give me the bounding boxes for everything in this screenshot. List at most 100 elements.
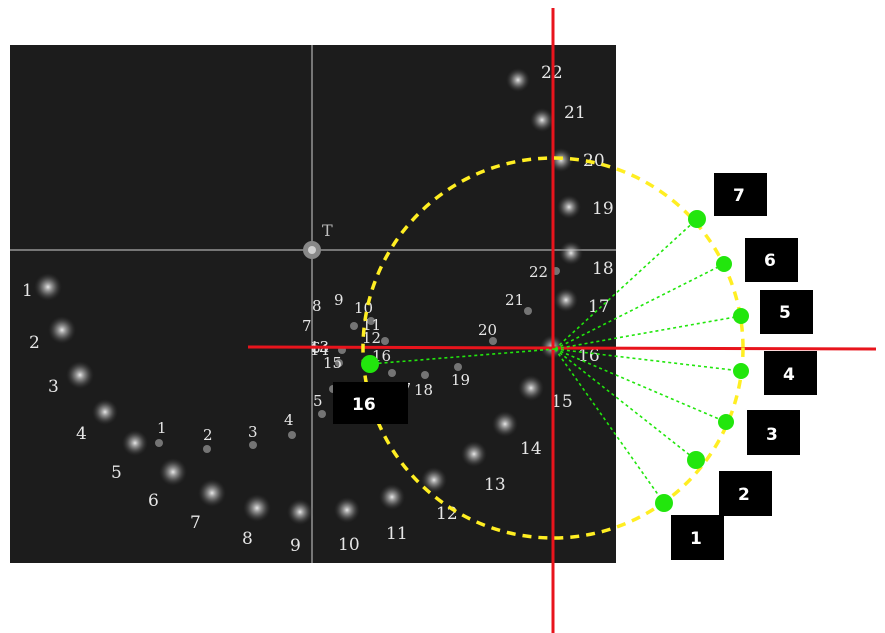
left-spiral-label: 2	[29, 333, 40, 353]
spot	[122, 430, 148, 456]
point-label-box: 2	[719, 471, 772, 516]
spot	[549, 148, 573, 172]
left-spiral-label: 8	[242, 529, 253, 549]
left-spiral-label: 11	[386, 524, 408, 544]
small-spot	[524, 307, 532, 315]
spot	[421, 467, 447, 493]
point-label: 1	[690, 529, 702, 549]
point-label: 2	[738, 485, 750, 505]
small-spot	[249, 441, 257, 449]
inner-spiral-label: 1	[157, 419, 167, 437]
small-spot	[288, 431, 296, 439]
left-spiral-label: 1	[22, 281, 33, 301]
spot	[92, 399, 118, 425]
point-label-box: 3	[747, 410, 800, 455]
spot	[243, 494, 271, 522]
left-spiral-label: 4	[76, 424, 87, 444]
left-spiral-label: 10	[338, 535, 360, 555]
small-spot	[489, 337, 497, 345]
left-spiral-label: 12	[436, 504, 458, 524]
left-spiral-label: 15	[551, 392, 573, 412]
left-spiral-label: 17	[588, 297, 610, 317]
inner-spiral-label: 12	[362, 329, 381, 347]
spot	[66, 361, 94, 389]
point-label: 4	[783, 365, 795, 385]
small-spot	[388, 369, 396, 377]
spoke-line	[369, 348, 556, 365]
left-spiral-label: 19	[592, 199, 614, 219]
point-7	[688, 210, 706, 228]
target-label: T	[322, 221, 333, 240]
point-5	[733, 308, 749, 324]
point-1	[655, 494, 673, 512]
spot	[530, 108, 554, 132]
left-spiral-label: 7	[190, 513, 201, 533]
inner-spiral-label: 14	[310, 341, 329, 359]
inner-spiral-label: 21	[505, 291, 524, 309]
left-spiral-label: 5	[111, 463, 122, 483]
spot	[34, 273, 62, 301]
spot	[48, 316, 76, 344]
inner-spiral-label: 11	[362, 316, 381, 334]
inner-spiral-label: 2	[203, 426, 213, 444]
spoke-line	[554, 348, 742, 372]
inner-spiral-label: 18	[414, 381, 433, 399]
inner-spiral-label: 5	[313, 392, 323, 410]
point-label: 7	[733, 186, 745, 206]
point-label-box: 5	[760, 290, 813, 334]
small-spot	[421, 371, 429, 379]
spot	[559, 241, 583, 265]
spot	[506, 68, 530, 92]
inner-spiral-label: 19	[451, 371, 470, 389]
center-label-box: 16	[333, 382, 408, 424]
measurement-points	[361, 210, 749, 512]
photo-background	[10, 45, 616, 563]
inner-spiral-label: 9	[334, 291, 344, 309]
spoke-lines	[369, 218, 742, 504]
spoke-line	[554, 218, 698, 350]
inner-spiral-label: 4	[284, 411, 294, 429]
point-label: 6	[764, 251, 776, 271]
left-spiral-label: 13	[484, 475, 506, 495]
small-spot	[381, 337, 389, 345]
left-spiral-label: 18	[592, 259, 614, 279]
small-spot	[203, 445, 211, 453]
spot	[159, 458, 187, 486]
left-spiral-label: 14	[520, 439, 542, 459]
spoke-line	[554, 263, 725, 350]
small-spot	[350, 322, 358, 330]
small-spot	[335, 359, 343, 367]
left-spiral-label: 6	[148, 491, 159, 511]
left-spiral-label: 3	[48, 377, 59, 397]
inner-spiral-label: 20	[478, 321, 497, 339]
point-label-box: 4	[764, 351, 817, 395]
inner-spiral-label: 22	[529, 263, 548, 281]
point-label-box: 6	[745, 238, 798, 282]
inner-spiral-label: 3	[248, 423, 258, 441]
small-spot	[155, 439, 163, 447]
spoke-line	[554, 348, 727, 423]
spot	[379, 484, 405, 510]
point-label-box: 7	[714, 173, 767, 216]
spot	[287, 499, 313, 525]
point-label-box: 1	[671, 515, 724, 560]
point-2	[687, 451, 705, 469]
center-point	[361, 355, 379, 373]
spot	[334, 497, 360, 523]
spot	[198, 479, 226, 507]
spot	[557, 195, 581, 219]
spot	[492, 411, 518, 437]
small-spot	[367, 317, 375, 325]
spot	[554, 288, 578, 312]
spot-pattern	[34, 68, 583, 525]
point-6	[716, 256, 732, 272]
spot	[461, 441, 487, 467]
spoke-line	[554, 348, 665, 504]
spoke-line	[554, 315, 742, 350]
inner-spiral-label: 8	[312, 297, 322, 315]
inner-spiral-label: 15	[323, 354, 342, 372]
inner-spiral-label: 7	[302, 317, 312, 335]
measurement-circle	[361, 156, 745, 540]
point-3	[718, 414, 734, 430]
